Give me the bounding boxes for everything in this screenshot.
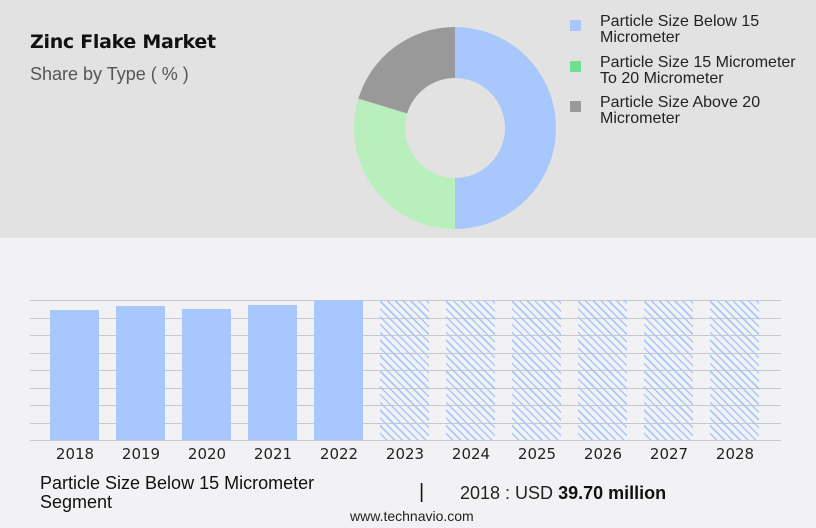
bar xyxy=(50,310,99,440)
x-axis-label: 2021 xyxy=(253,445,293,463)
x-axis-label: 2022 xyxy=(319,445,359,463)
bar xyxy=(314,300,363,440)
x-axis-label: 2019 xyxy=(121,445,161,463)
donut-chart xyxy=(354,27,556,229)
x-axis-label: 2027 xyxy=(649,445,689,463)
forecast-bar xyxy=(578,300,627,440)
legend-label: Particle Size 15 Micrometer To 20 Microm… xyxy=(600,54,796,87)
x-axis-label: 2025 xyxy=(517,445,557,463)
legend-label: Particle Size Above 20 Micrometer xyxy=(600,94,761,127)
footer-separator: | xyxy=(419,481,425,503)
legend-swatch-icon xyxy=(570,101,581,112)
x-axis-label: 2026 xyxy=(583,445,623,463)
segment-label: Particle Size Below 15 Micrometer Segmen… xyxy=(40,473,315,512)
forecast-bar xyxy=(446,300,495,440)
x-axis-label: 2023 xyxy=(385,445,425,463)
forecast-bar xyxy=(644,300,693,440)
bar xyxy=(182,309,231,440)
x-axis-label: 2028 xyxy=(715,445,755,463)
chart-title: Zinc Flake Market xyxy=(30,31,216,53)
value-prefix: 2018 : USD xyxy=(460,483,559,503)
bar xyxy=(116,306,165,440)
legend-label: Particle Size Below 15 Micrometer xyxy=(600,13,760,46)
x-axis-label: 2024 xyxy=(451,445,491,463)
legend-swatch-icon xyxy=(570,20,581,31)
bar xyxy=(248,305,297,440)
x-axis-label: 2018 xyxy=(55,445,95,463)
forecast-bar xyxy=(512,300,561,440)
chart-subtitle: Share by Type ( % ) xyxy=(30,64,189,84)
source-url: www.technavio.com xyxy=(350,508,474,524)
grid-line xyxy=(30,440,781,441)
donut-slice xyxy=(455,27,556,229)
forecast-bar xyxy=(710,300,759,440)
bar-chart: 2018 2019 2020 2021 2022 2023 2024 2025 2026 2027… xyxy=(0,290,816,470)
x-axis-label: 2020 xyxy=(187,445,227,463)
donut-slice xyxy=(358,27,455,114)
legend-swatch-icon xyxy=(570,61,581,72)
forecast-bar xyxy=(380,300,429,440)
segment-value: 2018 : USD 39.70 million xyxy=(460,483,666,504)
value-amount: 39.70 million xyxy=(558,483,667,503)
donut-slice xyxy=(354,98,455,229)
